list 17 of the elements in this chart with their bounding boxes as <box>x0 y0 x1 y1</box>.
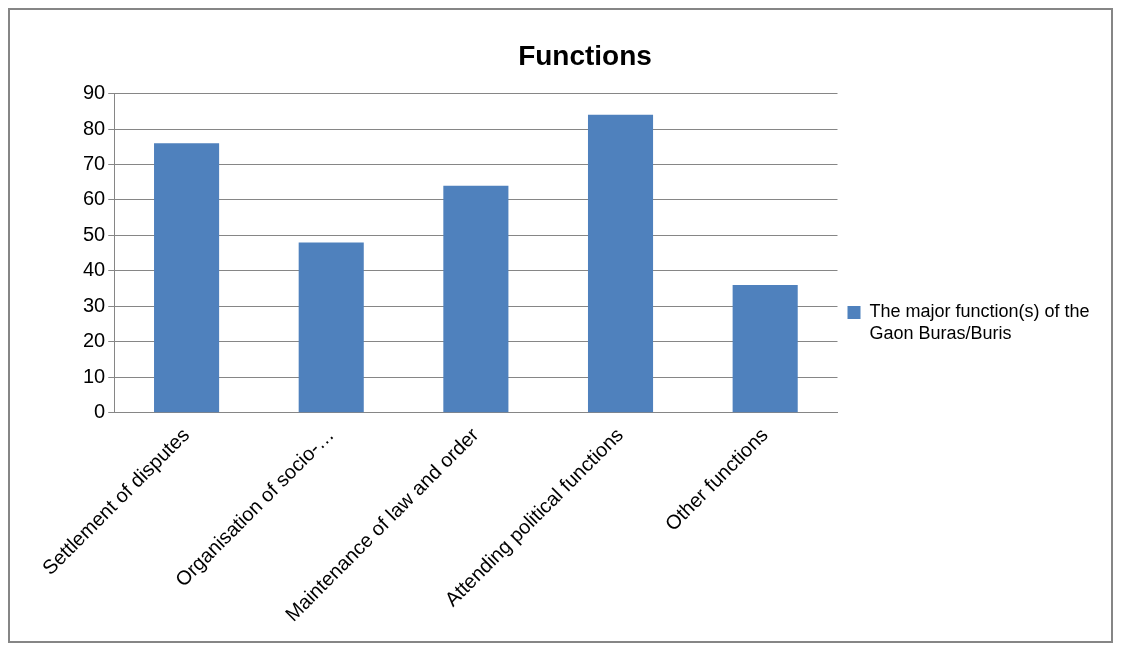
y-tick-label: 70 <box>83 152 106 175</box>
y-tick-label: 90 <box>83 81 106 104</box>
y-tick-label: 20 <box>83 329 106 352</box>
bar <box>587 114 654 413</box>
y-tick-label: 40 <box>83 258 106 281</box>
bar <box>443 185 509 413</box>
y-tick-label: 50 <box>83 222 106 245</box>
y-tick-label: 30 <box>83 293 106 316</box>
legend-label: The major function(s) of the Gaon Buras/Buris <box>869 301 1090 343</box>
chart-title: Functions <box>518 39 652 71</box>
y-tick-label: 80 <box>83 116 106 139</box>
y-tick-label: 60 <box>83 187 106 210</box>
bar <box>298 242 364 413</box>
bar <box>154 143 220 413</box>
y-tick-label: 0 <box>94 400 106 423</box>
bar <box>732 285 798 413</box>
y-tick-label: 10 <box>83 364 106 387</box>
